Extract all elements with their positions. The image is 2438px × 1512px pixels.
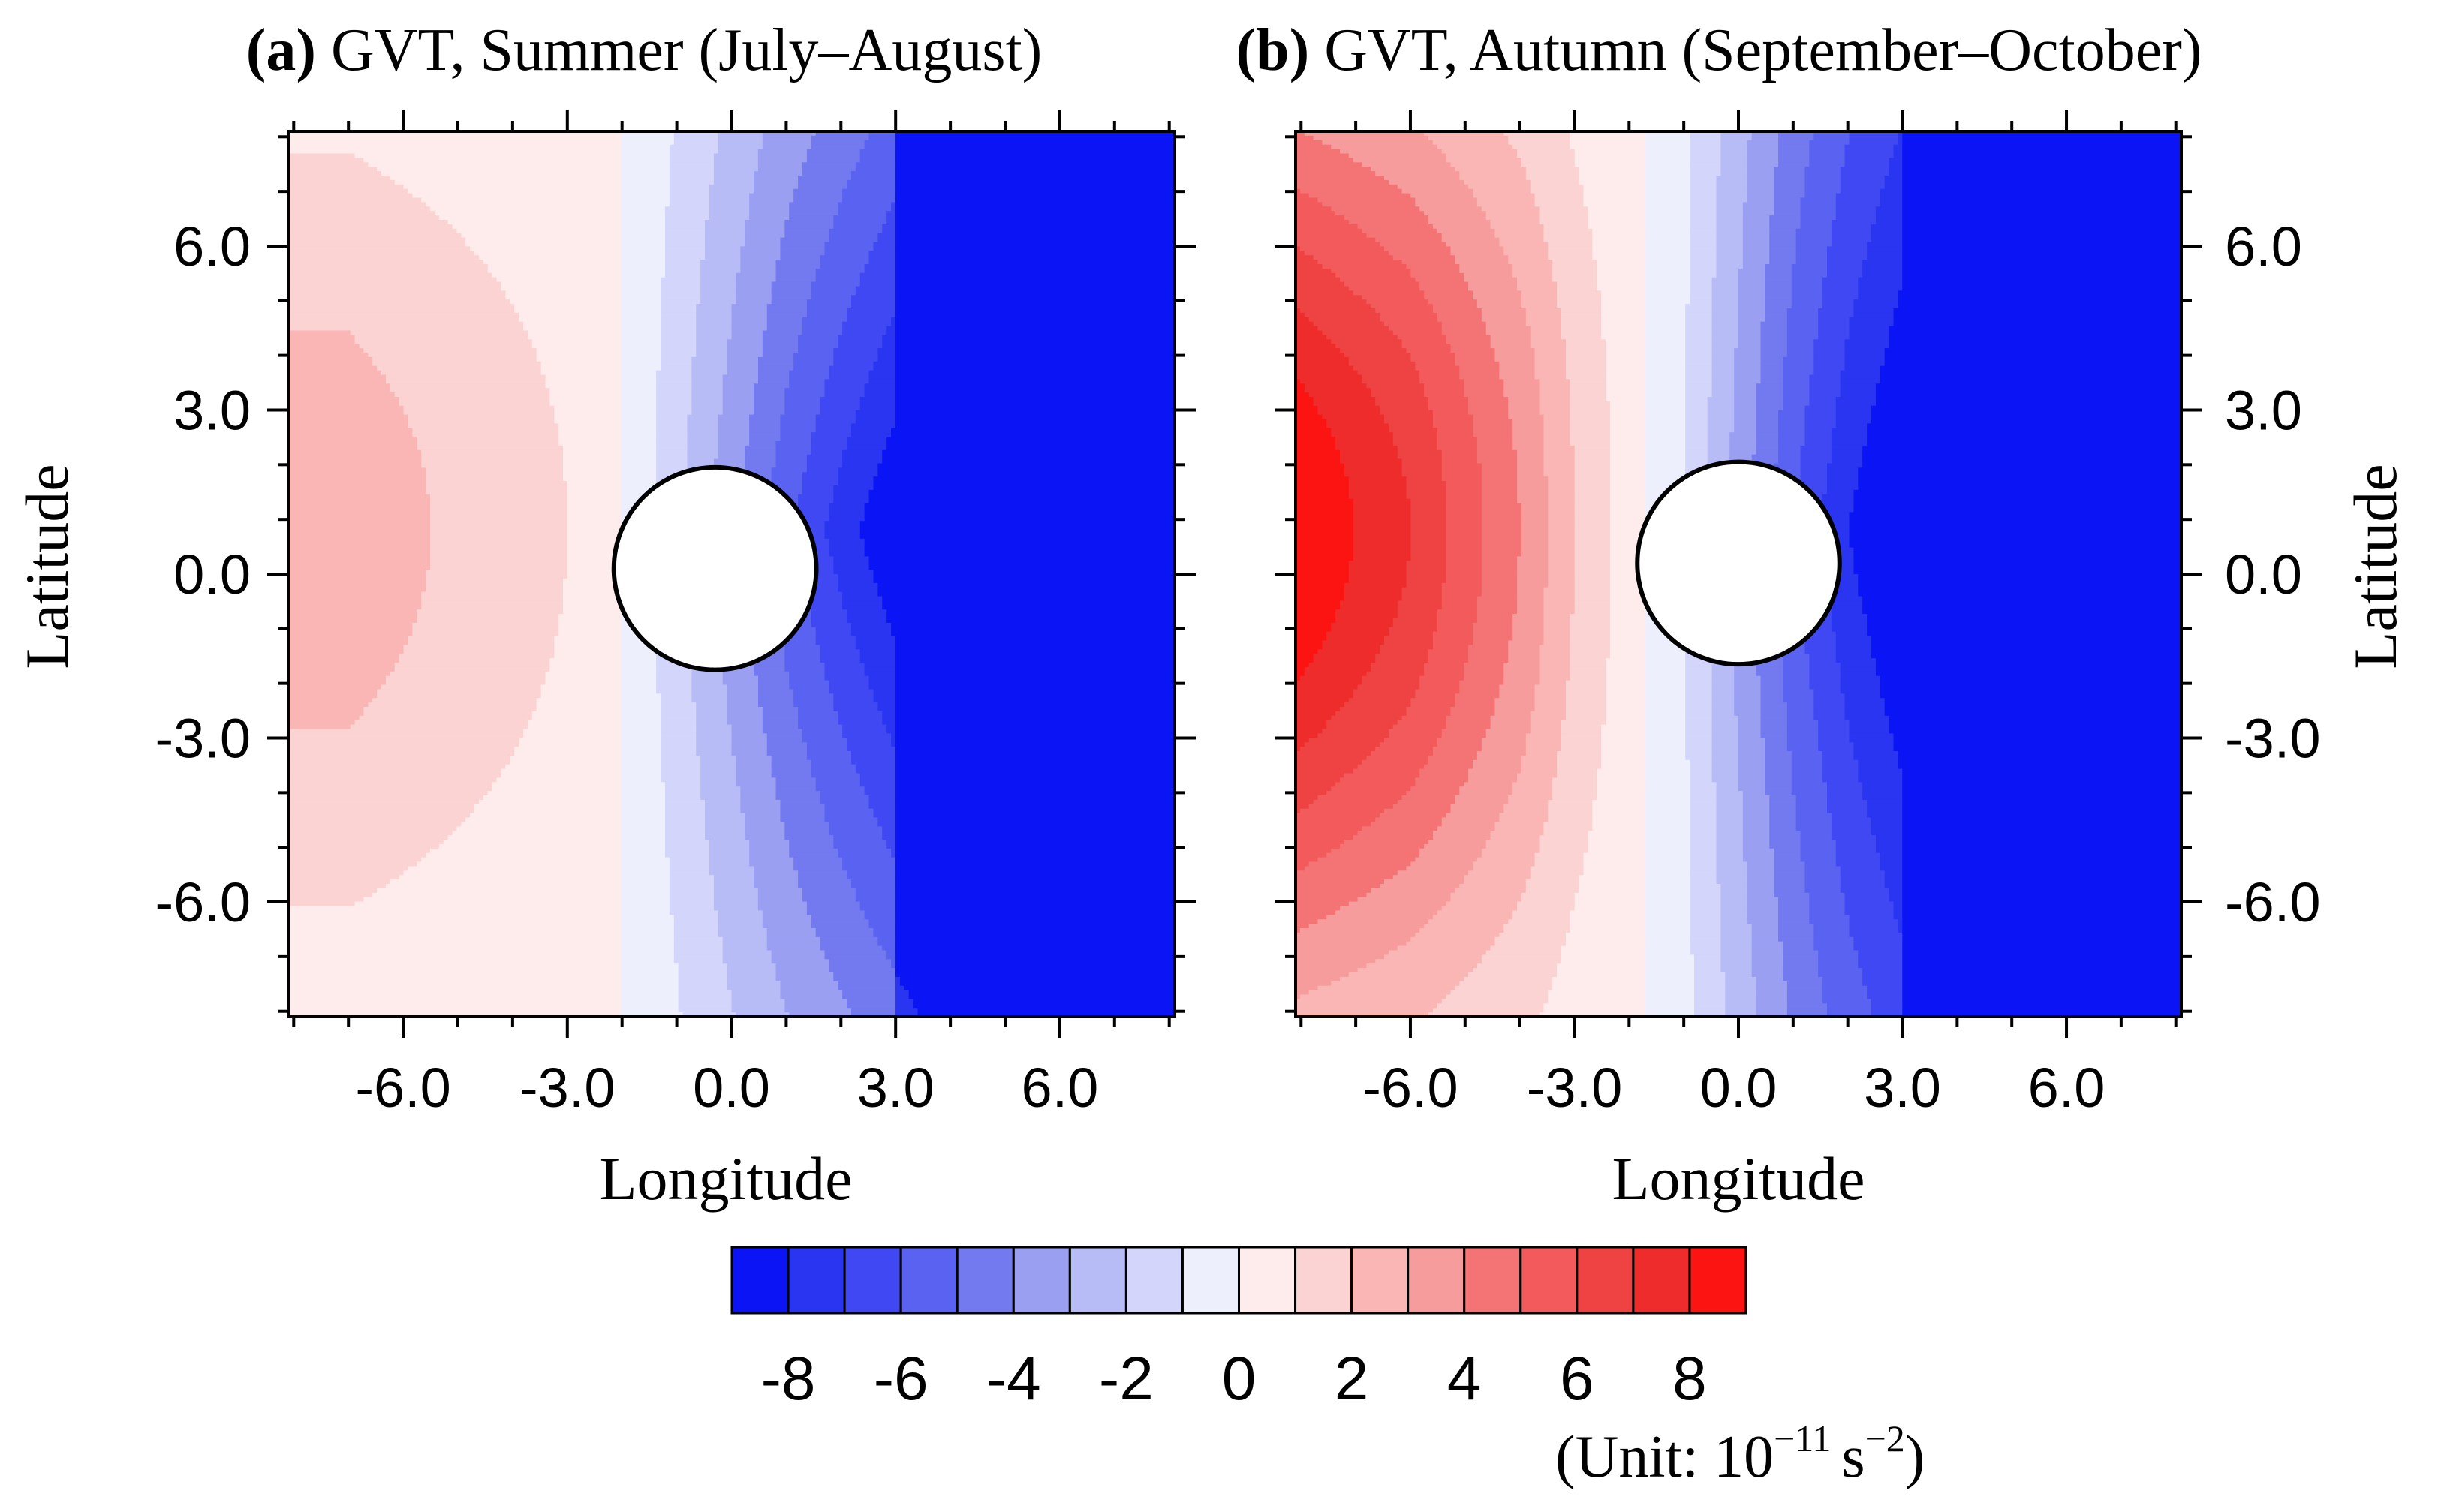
x-tick-label: 0.0 [693,1057,770,1119]
y-tick-label: -6.0 [2225,871,2321,933]
colorbar-box [899,1246,959,1315]
y-tick-label: 3.0 [173,379,251,441]
colorbar-tick-label: 2 [1335,1345,1369,1413]
x-tick-label: -6.0 [1362,1057,1458,1119]
y-tick-label: -6.0 [155,871,251,933]
colorbar-tick-label: 4 [1447,1345,1482,1413]
panel-b-y-axis-label: Latitude [2341,464,2409,669]
panel-a-contour-map [288,131,1175,1017]
panel-b-title: (b) GVT, Autumn (September–October) [1236,17,2202,83]
panel-a-title: (a) GVT, Summer (July–August) [246,17,1043,83]
colorbar-box [1576,1246,1635,1315]
colorbar-box [787,1246,846,1315]
x-tick-label: 0.0 [1700,1057,1777,1119]
colorbar-box [1632,1246,1691,1315]
colorbar-box [1124,1246,1184,1315]
y-tick-label: -3.0 [2225,708,2321,770]
x-tick-label: -6.0 [355,1057,451,1119]
circle-marker [1635,459,1842,667]
colorbar-box [1068,1246,1127,1315]
panel-a-axes: -6.0 -3.0 0.0 3.0 6.0 6.0 3.0 0.0 -3.0 -6.0 [155,110,1196,1119]
x-tick-label: 6.0 [1021,1057,1098,1119]
colorbar-tick-label: 6 [1560,1345,1594,1413]
colorbar-tick-label: -8 [761,1345,816,1413]
x-tick-label: 6.0 [2028,1057,2105,1119]
y-tick-label: 0.0 [2225,543,2302,606]
colorbar-boxes [730,1246,1747,1315]
panel-b-contour-map [1296,131,2181,1017]
colorbar-tick-label: -6 [874,1345,929,1413]
colorbar-box [956,1246,1015,1315]
y-tick-label: 6.0 [173,215,251,278]
colorbar-tick-label: -4 [986,1345,1041,1413]
y-tick-label: 0.0 [173,543,251,606]
colorbar-box [1294,1246,1353,1315]
colorbar-box [1181,1246,1241,1315]
x-tick-label: -3.0 [1527,1057,1623,1119]
panel-a-x-axis-label: Longitude [599,1144,852,1213]
circle-marker [611,464,819,672]
colorbar-tick-label: 8 [1672,1345,1707,1413]
colorbar-box [1238,1246,1297,1315]
panel-b-x-axis-label: Longitude [1612,1144,1865,1213]
colorbar-unit: (Unit: 10−11 s−2) [1555,1417,1925,1490]
y-tick-label: 3.0 [2225,379,2302,441]
panel-a: (a) GVT, Summer (July–August) -6.0 -3.0 0.… [13,17,1196,1213]
colorbar-box [1688,1246,1747,1315]
x-tick-label: 3.0 [857,1057,935,1119]
y-tick-label: 6.0 [2225,215,2302,278]
colorbar-tick-labels: -8 -6 -4 -2 0 2 4 6 8 [761,1345,1707,1413]
panel-b-axes: -6.0 -3.0 0.0 3.0 6.0 6.0 3.0 0.0 -3.0 -6.0 [1275,110,2321,1119]
colorbar-tick-label: 0 [1222,1345,1257,1413]
colorbar-box [1519,1246,1579,1315]
panel-a-y-axis-label: Latitude [13,464,81,669]
colorbar: -8 -6 -4 -2 0 2 4 6 8 (Unit: 10−11 s−2) [730,1246,1925,1490]
colorbar-box [1012,1246,1071,1315]
colorbar-box [730,1246,790,1315]
colorbar-box [1463,1246,1522,1315]
colorbar-tick-label: -2 [1099,1345,1154,1413]
x-tick-label: 3.0 [1864,1057,1941,1119]
x-tick-label: -3.0 [519,1057,616,1119]
colorbar-box [1407,1246,1466,1315]
colorbar-box [1350,1246,1410,1315]
panel-b: (b) GVT, Autumn (September–October) -6.0… [1236,17,2409,1213]
y-tick-label: -3.0 [155,708,251,770]
colorbar-box [843,1246,902,1315]
contour-field [288,131,1175,1017]
